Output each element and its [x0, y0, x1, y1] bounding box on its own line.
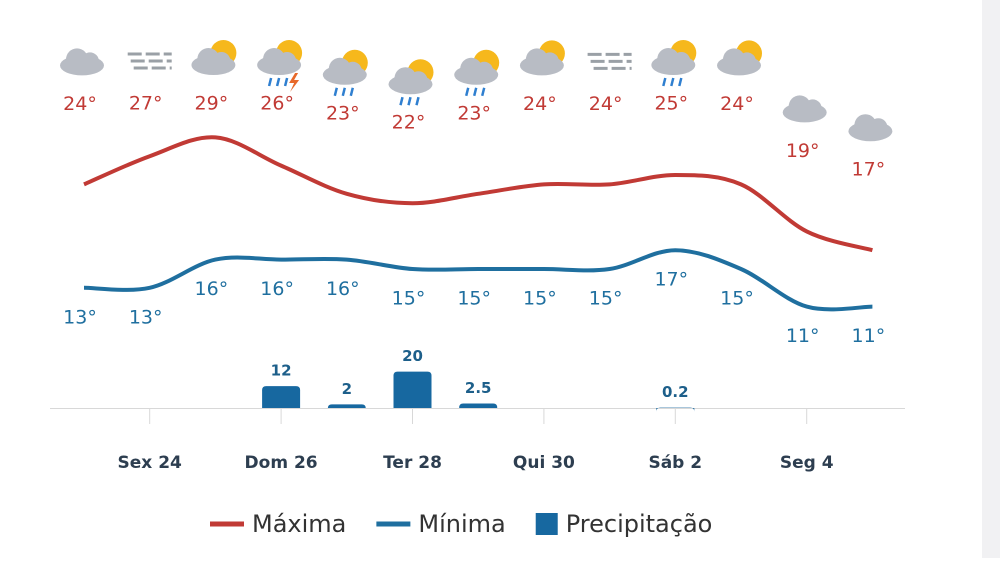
weather-icon	[127, 52, 172, 70]
weather-icon	[651, 40, 697, 87]
temp-label: 15°	[457, 288, 491, 310]
cloud	[409, 71, 428, 90]
cloud	[803, 99, 822, 118]
temp-label: 16°	[326, 278, 360, 300]
temp-label: 17°	[852, 159, 886, 181]
drop	[267, 77, 273, 87]
drop	[480, 87, 486, 97]
drop	[472, 87, 478, 97]
legend-swatch	[535, 513, 558, 535]
weather-icon	[717, 40, 762, 76]
temp-label: 11°	[852, 325, 886, 347]
cloud	[81, 52, 99, 71]
temp-label: 25°	[654, 93, 688, 115]
temp-label: 24°	[589, 93, 623, 115]
temp-line	[83, 248, 873, 312]
weather-icon	[848, 114, 893, 142]
temp-label: 23°	[457, 102, 491, 124]
cloud	[540, 52, 559, 71]
precip-label: 2.5	[465, 379, 492, 397]
precip-bar	[459, 403, 498, 408]
x-tick-label: Sex 24	[118, 453, 182, 473]
weather-icon	[587, 52, 632, 70]
temp-label: 27°	[129, 93, 163, 115]
precip-label: 12	[271, 362, 292, 380]
temp-label: 24°	[523, 93, 557, 115]
drop	[678, 77, 683, 87]
weather-icon	[782, 95, 827, 123]
drop	[464, 87, 470, 97]
cloud	[212, 52, 231, 70]
temp-label: 15°	[392, 288, 426, 310]
drop	[399, 96, 404, 106]
x-tick-label: Dom 26	[245, 453, 318, 473]
temp-label: 24°	[63, 93, 97, 115]
drop	[333, 87, 339, 97]
edge	[982, 0, 1000, 558]
precip-bar	[393, 371, 432, 408]
drop	[407, 96, 412, 106]
cloud	[475, 61, 494, 80]
x-tick-label: Qui 30	[513, 453, 575, 473]
weather-icon	[454, 49, 500, 97]
drop	[670, 77, 675, 87]
drop	[662, 77, 667, 87]
temp-label: 15°	[720, 288, 754, 310]
weather-icon	[322, 49, 368, 97]
temp-label: 13°	[63, 306, 97, 328]
x-tick-label: Seg 4	[780, 453, 834, 473]
bolt	[289, 73, 300, 92]
weather-icon	[257, 40, 303, 92]
temp-label: 19°	[786, 140, 820, 162]
drop	[283, 77, 289, 87]
temp-line	[83, 135, 873, 253]
temp-label: 17°	[654, 269, 688, 291]
drop	[341, 87, 347, 97]
cloud	[869, 118, 888, 137]
weather-icon	[519, 40, 565, 76]
cloud	[672, 52, 691, 70]
weather-icon	[191, 40, 237, 75]
temp-label: 13°	[129, 306, 163, 328]
precip-label: 20	[402, 347, 423, 365]
precip-bar	[262, 386, 301, 408]
temp-label: 22°	[392, 112, 426, 134]
temp-label: 16°	[195, 278, 229, 300]
temp-label: 26°	[260, 93, 294, 115]
cloud	[343, 61, 362, 80]
x-tick-label: Sáb 2	[648, 453, 702, 473]
x-tick-label: Ter 28	[383, 453, 442, 473]
drop	[275, 77, 281, 87]
weather-icon	[60, 48, 104, 76]
temp-label: 15°	[589, 288, 623, 310]
legend-label: Mínima	[418, 510, 505, 538]
drop	[415, 96, 420, 106]
temp-label: 11°	[786, 325, 820, 347]
cloud	[278, 52, 297, 70]
temp-label: 15°	[523, 288, 557, 310]
precip-label: 0.2	[662, 383, 689, 401]
precip-label: 2	[342, 380, 352, 398]
legend-label: Precipitação	[566, 510, 713, 538]
drop	[349, 87, 355, 97]
weather-icon	[388, 59, 434, 106]
temp-label: 16°	[260, 278, 294, 300]
legend-label: Máxima	[252, 510, 346, 538]
precip-bar	[327, 404, 366, 409]
temp-label: 29°	[195, 93, 229, 115]
temp-label: 24°	[720, 93, 754, 115]
cloud	[738, 52, 756, 71]
temp-label: 23°	[326, 102, 360, 124]
